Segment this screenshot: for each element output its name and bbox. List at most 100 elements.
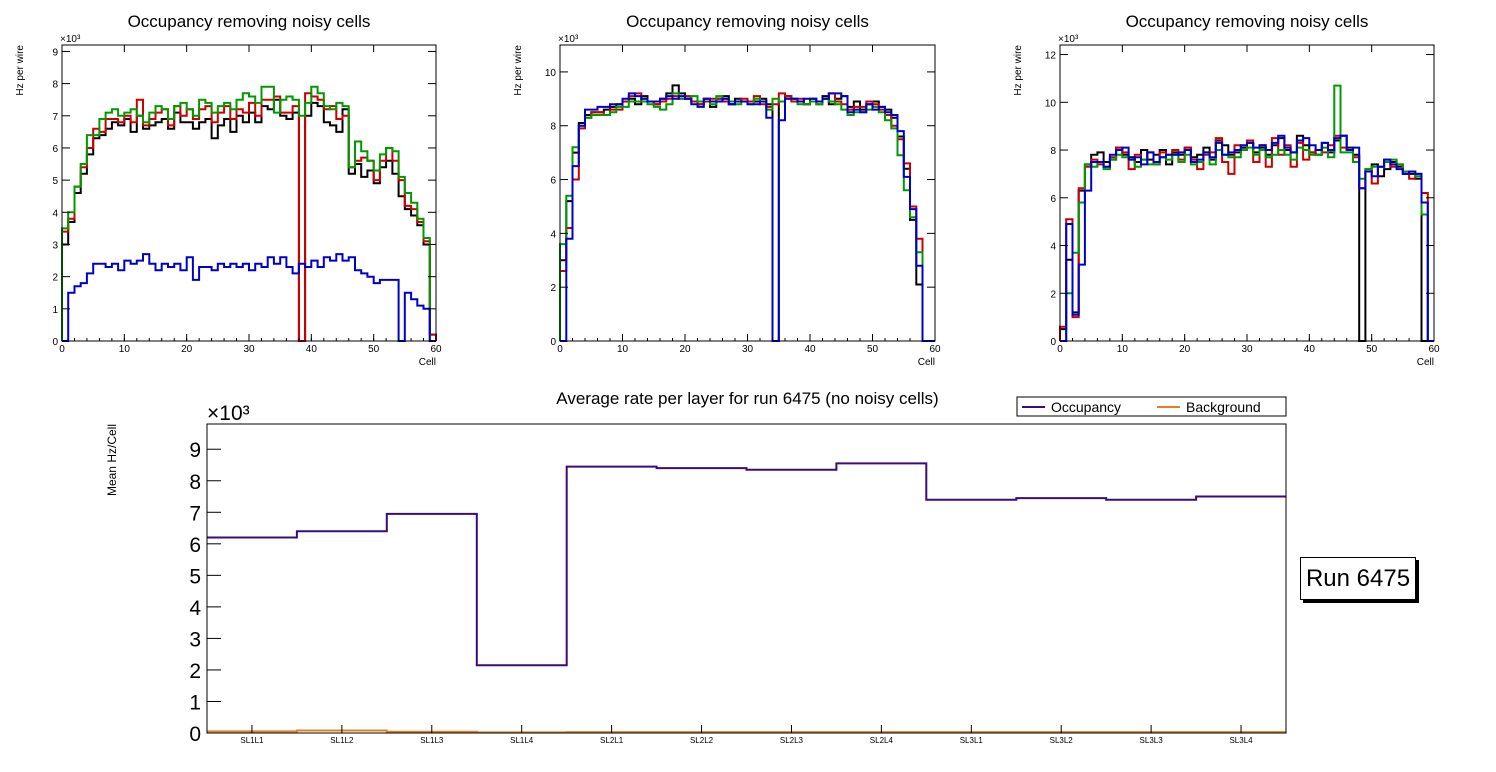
y-tick-label-3: 4 — [189, 597, 201, 620]
x-tick-label-0: 40 — [306, 344, 318, 355]
series-green-2 — [1060, 84, 1434, 342]
x-tick-label-1: 60 — [929, 344, 941, 355]
series-blue-0 — [62, 253, 436, 342]
plot-frame-1 — [559, 44, 936, 342]
category-label-3: SL2L1 — [600, 736, 624, 745]
category-label-3: SL1L3 — [420, 736, 444, 745]
y-tick-label-2: 0 — [1050, 337, 1056, 348]
series-red-1 — [559, 92, 935, 342]
x-tick-label-1: 20 — [679, 344, 691, 355]
y-axis-label-2: Hz per wire — [1013, 45, 1024, 96]
y-multiplier-1: ×10³ — [558, 34, 579, 45]
series-blue-1 — [560, 92, 935, 342]
y-axis-label-3: Mean Hz/Cell — [105, 424, 119, 496]
x-tick-label-1: 10 — [617, 344, 629, 355]
series-black-0 — [61, 98, 437, 342]
x-tick-label-2: 30 — [1241, 344, 1253, 355]
y-tick-label-1: 8 — [550, 122, 556, 133]
category-label-3: SL1L4 — [510, 736, 534, 745]
x-axis-label-2: Cell — [1417, 357, 1434, 368]
x-tick-label-1: 0 — [557, 344, 563, 355]
y-tick-label-3: 9 — [189, 439, 201, 462]
y-tick-label-3: 8 — [189, 471, 201, 494]
y-tick-label-3: 6 — [189, 534, 201, 557]
x-tick-label-2: 40 — [1304, 344, 1316, 355]
category-label-3: SL2L2 — [690, 736, 714, 745]
y-tick-label-1: 10 — [545, 68, 557, 79]
y-tick-label-0: 7 — [52, 112, 58, 123]
chart-title-0: Occupancy removing noisy cells — [128, 12, 371, 31]
y-multiplier-2: ×10³ — [1058, 34, 1079, 45]
plot-frame-2 — [1059, 44, 1435, 342]
y-tick-label-0: 2 — [52, 273, 58, 284]
category-label-3: SL1L1 — [240, 736, 264, 745]
y-tick-label-1: 0 — [550, 337, 556, 348]
y-tick-label-2: 10 — [1045, 98, 1057, 109]
x-tick-label-1: 40 — [804, 344, 816, 355]
category-label-3: SL3L4 — [1229, 736, 1253, 745]
y-multiplier-3: ×10³ — [207, 402, 250, 425]
series-green-1 — [559, 92, 935, 342]
category-label-3: SL3L2 — [1050, 736, 1074, 745]
x-axis-label-0: Cell — [419, 357, 436, 368]
x-tick-label-2: 10 — [1117, 344, 1129, 355]
y-multiplier-0: ×10³ — [60, 34, 81, 45]
y-tick-label-2: 6 — [1050, 194, 1056, 205]
y-tick-label-0: 1 — [52, 305, 58, 316]
legend-box — [1016, 396, 1287, 417]
y-tick-label-0: 4 — [52, 208, 58, 219]
series-background-3 — [207, 729, 1286, 734]
chart-title-2: Occupancy removing noisy cells — [1126, 12, 1369, 31]
plot-frame-0 — [61, 44, 437, 342]
category-label-3: SL1L2 — [330, 736, 354, 745]
category-label-3: SL2L3 — [780, 736, 804, 745]
y-tick-label-2: 8 — [1050, 146, 1056, 157]
category-label-3: SL2L4 — [870, 736, 894, 745]
y-tick-label-2: 2 — [1050, 289, 1056, 300]
legend-label-background: Background — [1186, 399, 1261, 415]
y-tick-label-0: 9 — [52, 47, 58, 58]
x-tick-label-1: 30 — [742, 344, 754, 355]
y-tick-label-1: 4 — [550, 229, 556, 240]
y-tick-label-0: 6 — [52, 144, 58, 155]
x-tick-label-0: 60 — [430, 344, 442, 355]
y-tick-label-0: 8 — [52, 80, 58, 91]
x-tick-label-2: 50 — [1366, 344, 1378, 355]
y-tick-label-3: 5 — [189, 565, 201, 588]
x-tick-label-1: 50 — [867, 344, 879, 355]
series-black-1 — [559, 84, 935, 342]
y-tick-label-3: 3 — [189, 628, 201, 651]
y-tick-label-3: 0 — [189, 723, 201, 746]
x-tick-label-0: 20 — [181, 344, 193, 355]
y-tick-label-3: 1 — [189, 691, 201, 714]
y-tick-label-0: 5 — [52, 176, 58, 187]
y-tick-label-0: 3 — [52, 240, 58, 251]
x-tick-label-2: 60 — [1428, 344, 1440, 355]
category-label-3: SL3L3 — [1140, 736, 1164, 745]
x-tick-label-2: 0 — [1057, 344, 1063, 355]
run-label-box: Run 6475 — [1300, 557, 1416, 600]
category-label-3: SL3L1 — [960, 736, 984, 745]
y-axis-label-0: Hz per wire — [15, 45, 26, 96]
x-tick-label-0: 50 — [368, 344, 380, 355]
y-tick-label-3: 7 — [189, 502, 201, 525]
x-tick-label-0: 30 — [243, 344, 255, 355]
y-axis-label-1: Hz per wire — [513, 45, 524, 96]
y-tick-label-2: 12 — [1045, 51, 1057, 62]
legend-label-occupancy: Occupancy — [1051, 399, 1121, 415]
chart-title-3: Average rate per layer for run 6475 (no … — [556, 389, 938, 408]
run-label: Run 6475 — [1305, 565, 1411, 592]
x-tick-label-2: 20 — [1179, 344, 1191, 355]
x-tick-label-0: 10 — [119, 344, 131, 355]
y-tick-label-1: 2 — [550, 283, 556, 294]
series-blue-2 — [1060, 134, 1434, 342]
y-tick-label-3: 2 — [189, 660, 201, 683]
y-tick-label-2: 4 — [1050, 242, 1056, 253]
series-red-0 — [61, 92, 437, 342]
series-occupancy-3 — [207, 462, 1286, 667]
x-axis-label-1: Cell — [918, 357, 935, 368]
x-tick-label-0: 0 — [59, 344, 65, 355]
y-tick-label-0: 0 — [52, 337, 58, 348]
series-green-0 — [61, 85, 436, 342]
